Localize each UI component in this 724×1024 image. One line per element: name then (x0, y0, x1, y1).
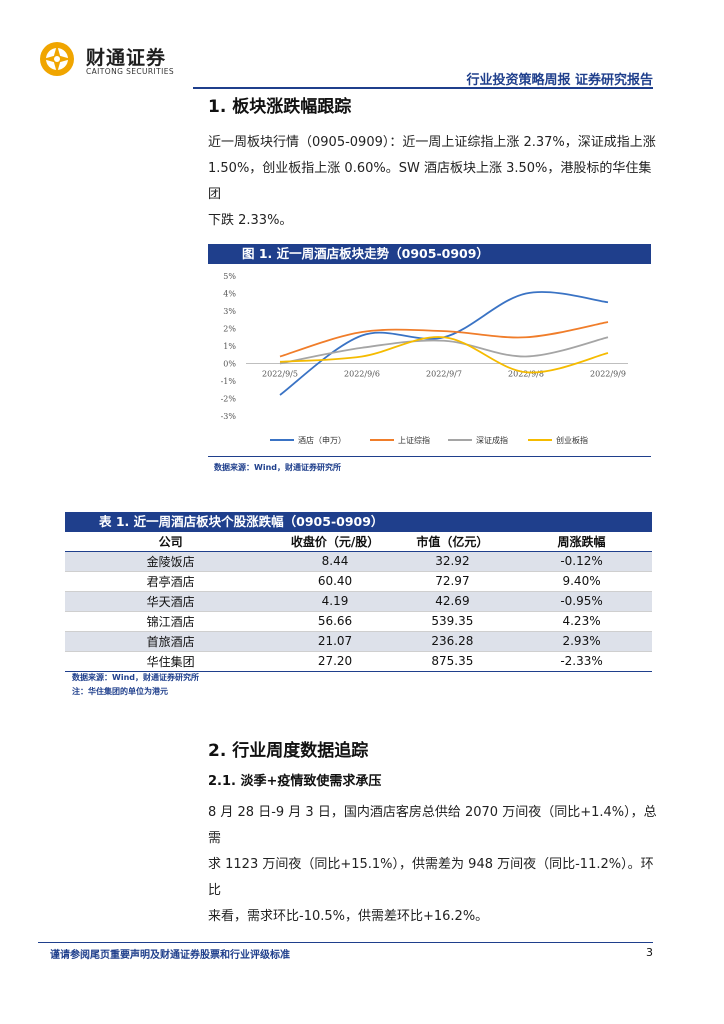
x-tick-label: 2022/9/5 (262, 370, 298, 379)
table-row: 首旅酒店 21.07 236.28 2.93% (65, 631, 652, 652)
caitong-logo-icon (40, 42, 74, 76)
section1-paragraph: 近一周板块行情（0905-0909）：近一周上证综指上涨 2.37%，深证成指上… (208, 130, 658, 234)
cell-company: 华天酒店 (65, 591, 277, 612)
col-header-close-price: 收盘价（元/股） (276, 532, 394, 552)
y-tick-label: 5% (223, 272, 236, 281)
col-header-weekly-change: 周涨跌幅 (511, 532, 652, 552)
page-number: 3 (646, 946, 653, 959)
table1: 表 1. 近一周酒店板块个股涨跌幅（0905-0909） 公司 收盘价（元/股）… (65, 512, 652, 672)
series-line-3 (279, 336, 609, 365)
cell-weekly-change: -2.33% (511, 651, 652, 672)
cell-company: 华住集团 (65, 651, 277, 672)
cell-weekly-change: 9.40% (511, 571, 652, 592)
x-tick-label: 2022/9/8 (508, 370, 544, 379)
y-tick-label: -1% (221, 377, 237, 386)
y-tick-label: 0% (223, 360, 236, 369)
report-type-title: 行业投资策略周报 证券研究报告 (466, 73, 653, 88)
section2-subheading: 2.1. 淡季+疫情致使需求承压 (208, 774, 382, 789)
cell-market-cap: 875.35 (393, 651, 512, 672)
x-tick-label: 2022/9/9 (590, 370, 626, 379)
y-tick-label: 3% (223, 307, 236, 316)
header-divider (193, 87, 653, 89)
paragraph-line: 求 1123 万间夜（同比+15.1%），供需差为 948 万间夜（同比-11.… (208, 857, 654, 898)
legend-label: 创业板指 (556, 435, 588, 445)
cell-company: 金陵饭店 (65, 551, 277, 572)
legend-label: 深证成指 (476, 435, 508, 445)
figure1-bottom-rule (208, 456, 651, 457)
y-tick-label: -2% (221, 395, 237, 404)
table-header-row: 公司 收盘价（元/股） 市值（亿元） 周涨跌幅 (65, 532, 652, 552)
series-line-4 (279, 336, 609, 374)
table1-note: 注：华住集团的单位为港元 (72, 687, 168, 696)
cell-market-cap: 236.28 (393, 631, 512, 652)
brand-name-en: CAITONG SECURITIES (86, 67, 175, 76)
series-line-1 (279, 291, 609, 396)
cell-weekly-change: -0.95% (511, 591, 652, 612)
cell-market-cap: 72.97 (393, 571, 512, 592)
y-tick-label: 1% (223, 342, 236, 351)
stock-performance-table: 公司 收盘价（元/股） 市值（亿元） 周涨跌幅 金陵饭店 8.44 32.92 … (65, 532, 652, 672)
paragraph-line: 近一周板块行情（0905-0909）：近一周上证综指上涨 2.37%，深证成指上… (208, 135, 656, 150)
legend-label: 上证综指 (398, 435, 430, 445)
paragraph-line: 8 月 28 日-9 月 3 日，国内酒店客房总供给 2070 万间夜（同比+1… (208, 805, 657, 846)
cell-close-price: 21.07 (276, 631, 394, 652)
section2-paragraph: 8 月 28 日-9 月 3 日，国内酒店客房总供给 2070 万间夜（同比+1… (208, 800, 658, 930)
cell-close-price: 8.44 (276, 551, 394, 572)
cell-close-price: 56.66 (276, 611, 394, 632)
paragraph-line: 来看，需求环比-10.5%，供需差环比+16.2%。 (208, 909, 489, 924)
table-row: 锦江酒店 56.66 539.35 4.23% (65, 611, 652, 632)
cell-weekly-change: 2.93% (511, 631, 652, 652)
footer-divider (38, 942, 653, 943)
table1-title: 表 1. 近一周酒店板块个股涨跌幅（0905-0909） (65, 512, 652, 532)
section2-heading: 2. 行业周度数据追踪 (208, 741, 369, 761)
cell-weekly-change: 4.23% (511, 611, 652, 632)
cell-close-price: 4.19 (276, 591, 394, 612)
table-row: 华住集团 27.20 875.35 -2.33% (65, 651, 652, 672)
x-tick-label: 2022/9/6 (344, 370, 380, 379)
col-header-market-cap: 市值（亿元） (393, 532, 512, 552)
section1-heading: 1. 板块涨跌幅跟踪 (208, 97, 352, 117)
y-tick-label: 2% (223, 325, 236, 334)
x-tick-label: 2022/9/7 (426, 370, 462, 379)
cell-company: 首旅酒店 (65, 631, 277, 652)
cell-market-cap: 539.35 (393, 611, 512, 632)
brand-name-cn: 财通证券 (86, 47, 167, 69)
paragraph-line: 1.50%，创业板指上涨 0.60%。SW 酒店板块上涨 3.50%，港股标的华… (208, 161, 652, 202)
y-tick-label: 4% (223, 290, 236, 299)
series-line-2 (279, 321, 609, 358)
cell-close-price: 60.40 (276, 571, 394, 592)
paragraph-line: 下跌 2.33%。 (208, 213, 293, 228)
figure1-source: 数据来源：Wind，财通证券研究所 (214, 463, 341, 472)
line-chart-svg: 5% 4% 3% 2% 1% 0% -1% -2% -3% 2022/9/5 2022/9/6 202… (221, 272, 628, 445)
table1-source: 数据来源：Wind，财通证券研究所 (72, 673, 199, 682)
cell-company: 锦江酒店 (65, 611, 277, 632)
cell-market-cap: 32.92 (393, 551, 512, 572)
cell-company: 君亭酒店 (65, 571, 277, 592)
y-tick-label: -3% (221, 412, 237, 421)
footer-disclaimer: 谨请参阅尾页重要声明及财通证券股票和行业评级标准 (50, 950, 290, 961)
figure1-chart: 5% 4% 3% 2% 1% 0% -1% -2% -3% 2022/9/5 2022/9/6 202… (208, 264, 651, 456)
company-logo: 财通证券 CAITONG SECURITIES (38, 40, 188, 82)
cell-market-cap: 42.69 (393, 591, 512, 612)
legend-label: 酒店（申万） (298, 435, 346, 445)
col-header-company: 公司 (65, 532, 277, 552)
cell-close-price: 27.20 (276, 651, 394, 672)
table-row: 华天酒店 4.19 42.69 -0.95% (65, 591, 652, 612)
table-row: 君亭酒店 60.40 72.97 9.40% (65, 571, 652, 592)
cell-weekly-change: -0.12% (511, 551, 652, 572)
figure1-title: 图 1. 近一周酒店板块走势（0905-0909） (208, 244, 651, 264)
table-row: 金陵饭店 8.44 32.92 -0.12% (65, 551, 652, 572)
